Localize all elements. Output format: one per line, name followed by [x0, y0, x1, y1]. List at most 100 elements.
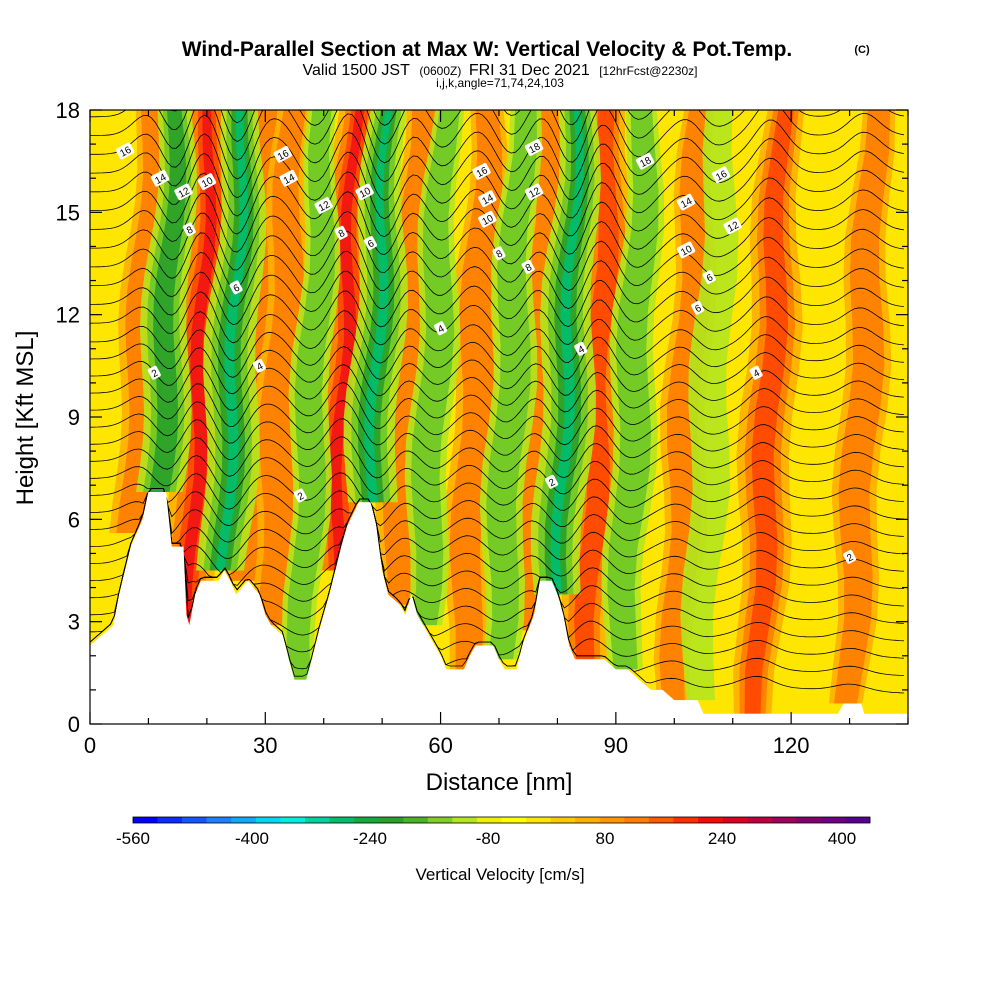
contour-label-text-18: 10 [481, 213, 496, 228]
contour-label-text-0: 16 [118, 145, 133, 160]
valid-utc: (0600Z) [419, 64, 461, 78]
colorbar-swatch-17 [550, 817, 576, 823]
contour-label-text-29: 10 [679, 244, 694, 259]
colorbar-tick-80: 80 [596, 829, 615, 848]
contour-label-15: 4 [434, 321, 448, 336]
colorbar-swatch-26 [771, 817, 797, 823]
contour-labels: 16 14 12 10 8 6 2 4 16 14 12 8 10 6 2 4 16 14 10 8 18 12 8 2 4 18… [115, 139, 857, 564]
downdraft-band-5-level-1 [486, 110, 537, 660]
copyright-mark: (C) [854, 44, 870, 56]
contour-label-bg-31 [691, 300, 705, 315]
contour-label-7: 4 [252, 358, 266, 373]
contour-label-bg-18 [478, 210, 497, 228]
contour-label-text-31: 6 [693, 303, 703, 316]
axis-ticks: 0 30 60 90 120 0 3 6 9 12 15 18 [56, 98, 909, 758]
colorbar-swatch-3 [206, 817, 232, 823]
colorbar-tick-400: 400 [828, 829, 856, 848]
colorbar-tick-240: 240 [708, 829, 736, 848]
colorbar-swatch-27 [796, 817, 822, 823]
theta-contour-7 [90, 488, 904, 577]
contour-label-text-28: 12 [726, 220, 741, 235]
colorbar-swatch-16 [526, 817, 551, 823]
contour-label-text-25: 18 [638, 155, 653, 170]
contour-label-bg-17 [478, 190, 497, 208]
contour-label-bg-27 [676, 193, 696, 211]
colorbar-swatch-2 [182, 817, 207, 823]
colorbar-swatch-15 [501, 817, 527, 823]
colorbar-swatch-18 [575, 817, 601, 823]
colorbar-swatch-8 [329, 817, 355, 823]
colorbar-swatch-14 [476, 817, 502, 823]
contour-label-32: 4 [749, 365, 763, 380]
contour-label-29: 10 [676, 241, 696, 259]
contour-label-bg-26 [711, 166, 731, 184]
contour-label-text-16: 16 [475, 165, 490, 180]
colorbar-swatch-4 [231, 817, 257, 823]
contour-label-20: 18 [524, 139, 544, 156]
contour-label-bg-28 [723, 217, 742, 235]
colorbar-swatch-24 [722, 817, 748, 823]
colorbar-swatch-1 [157, 817, 183, 823]
theta-contour-22 [90, 270, 904, 328]
theta-contour-11 [90, 472, 904, 512]
contour-label-33: 2 [843, 549, 857, 564]
contour-label-bg-1 [150, 169, 170, 187]
valid-time-line: Valid 1500 JST (0600Z) FRI 31 Dec 2021 [… [303, 62, 698, 79]
contour-label-2: 12 [174, 183, 193, 201]
y-tick-label-6: 6 [68, 507, 80, 532]
colorbar-tick--240: -240 [353, 829, 387, 848]
theta-contour-17 [90, 364, 904, 413]
contour-label-text-20: 18 [527, 141, 542, 156]
downdraft-band-8-level-0 [680, 110, 739, 701]
colorbar-swatch-23 [698, 817, 723, 823]
colorbar-swatch-11 [403, 817, 429, 823]
contour-label-25: 18 [635, 152, 655, 170]
contour-label-text-23: 2 [547, 477, 557, 490]
colorbar-swatch-28 [820, 817, 846, 823]
theta-contour-27 [90, 171, 904, 238]
y-tick-label-18: 18 [56, 98, 80, 123]
contour-label-0: 16 [115, 142, 135, 160]
x-tick-label-90: 90 [604, 733, 628, 758]
contour-label-27: 14 [676, 193, 696, 211]
downdraft-band-2-level-1 [286, 110, 335, 680]
colorbar-swatch-25 [747, 817, 773, 823]
updraft-band-8-level-2 [574, 110, 619, 660]
contour-label-bg-4 [182, 222, 196, 237]
contour-label-text-2: 12 [177, 186, 192, 201]
colorbar-swatch-7 [304, 817, 330, 823]
contour-label-bg-8 [273, 145, 292, 163]
x-axis-label: Distance [nm] [426, 769, 573, 796]
contour-label-text-27: 14 [679, 196, 694, 211]
theta-contour-10 [90, 488, 904, 527]
contour-label-bg-33 [843, 549, 857, 564]
contour-label-text-19: 8 [495, 248, 505, 261]
x-tick-label-0: 0 [84, 733, 96, 758]
contour-label-text-26: 16 [714, 168, 729, 183]
theta-contour-28 [90, 151, 904, 220]
y-tick-label-15: 15 [56, 200, 80, 225]
contour-label-bg-2 [174, 183, 193, 201]
terrain-mask [90, 492, 908, 724]
contour-label-text-30: 6 [705, 272, 715, 285]
theta-contour-14 [90, 418, 904, 462]
theta-contour-29 [90, 132, 904, 201]
contour-label-bg-5 [229, 280, 243, 295]
contour-label-bg-13 [363, 236, 378, 250]
contour-label-bg-10 [314, 197, 333, 214]
downdraft-band-1-level-3 [215, 110, 249, 571]
velocity-bands [109, 110, 896, 714]
contour-label-18: 10 [478, 210, 497, 228]
contour-label-bg-16 [472, 163, 491, 180]
colorbar-swatch-20 [624, 817, 650, 823]
colorbar-swatch-12 [427, 817, 453, 823]
theta-contour-16 [90, 382, 904, 429]
theta-contour-24 [90, 230, 904, 291]
forecast-info: [12hrFcst@2230z] [599, 64, 697, 78]
colorbar-swatch-0 [133, 817, 158, 823]
contour-label-26: 16 [711, 166, 731, 184]
theta-contour-30 [90, 113, 904, 183]
colorbar-swatch-6 [280, 817, 306, 823]
theta-contour-31 [90, 110, 904, 164]
